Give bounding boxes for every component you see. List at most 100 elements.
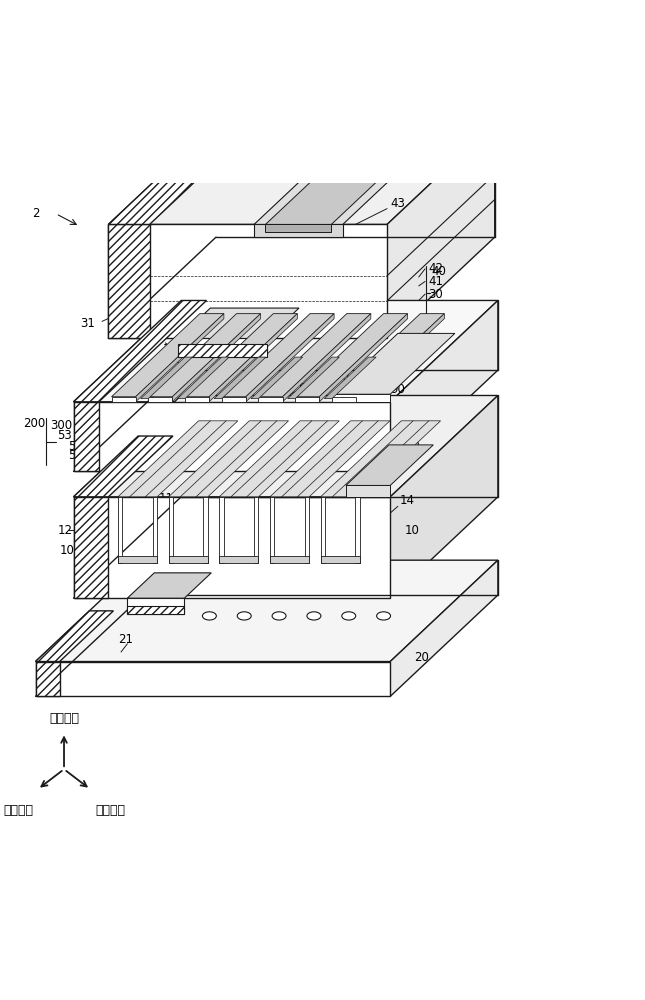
Polygon shape: [266, 224, 332, 232]
Polygon shape: [127, 606, 184, 614]
Polygon shape: [321, 497, 325, 563]
Polygon shape: [209, 314, 297, 402]
Polygon shape: [259, 397, 283, 402]
Polygon shape: [141, 357, 192, 399]
Polygon shape: [118, 497, 123, 563]
Text: 50: 50: [68, 449, 83, 462]
Text: 300: 300: [50, 419, 72, 432]
Polygon shape: [74, 300, 206, 402]
Polygon shape: [203, 497, 208, 563]
Polygon shape: [108, 123, 257, 224]
Polygon shape: [321, 556, 360, 563]
Polygon shape: [270, 421, 390, 497]
Polygon shape: [251, 357, 303, 399]
Polygon shape: [355, 497, 360, 563]
Polygon shape: [222, 314, 334, 397]
Polygon shape: [304, 497, 309, 563]
Polygon shape: [270, 497, 274, 563]
Text: 42: 42: [428, 262, 443, 275]
Text: 13: 13: [197, 582, 212, 595]
Polygon shape: [108, 123, 495, 224]
Polygon shape: [118, 556, 157, 563]
Ellipse shape: [342, 612, 355, 620]
Polygon shape: [332, 314, 444, 397]
Polygon shape: [127, 598, 184, 614]
Polygon shape: [387, 123, 495, 338]
Text: 55: 55: [405, 429, 419, 442]
Text: 60: 60: [299, 379, 313, 392]
Polygon shape: [214, 357, 266, 399]
Polygon shape: [127, 573, 212, 598]
Text: 2: 2: [32, 207, 40, 220]
Polygon shape: [283, 314, 371, 402]
Text: 11: 11: [159, 492, 174, 505]
Text: 40: 40: [432, 265, 446, 278]
Polygon shape: [178, 308, 299, 338]
Polygon shape: [108, 224, 150, 338]
Polygon shape: [74, 436, 173, 497]
Polygon shape: [168, 556, 208, 563]
Polygon shape: [112, 397, 135, 402]
Polygon shape: [74, 497, 108, 598]
Text: 200: 200: [23, 417, 45, 430]
Polygon shape: [333, 333, 455, 394]
Polygon shape: [153, 497, 157, 563]
Polygon shape: [324, 357, 376, 399]
Text: 21: 21: [118, 633, 133, 646]
Text: 30: 30: [428, 288, 443, 301]
Text: 10: 10: [405, 524, 420, 537]
Polygon shape: [172, 314, 261, 402]
Polygon shape: [185, 397, 209, 402]
Polygon shape: [321, 421, 441, 497]
Polygon shape: [390, 300, 498, 471]
Text: 第１方向: 第１方向: [3, 804, 33, 817]
Polygon shape: [259, 314, 371, 397]
Polygon shape: [254, 497, 259, 563]
Polygon shape: [390, 560, 498, 696]
Text: 41: 41: [428, 275, 443, 288]
Polygon shape: [295, 397, 319, 402]
Polygon shape: [118, 421, 238, 497]
Polygon shape: [246, 314, 334, 402]
Polygon shape: [333, 394, 390, 402]
Polygon shape: [74, 395, 498, 497]
Text: 43: 43: [390, 197, 405, 210]
Polygon shape: [35, 611, 114, 662]
Polygon shape: [295, 314, 408, 397]
Text: 53: 53: [57, 429, 72, 442]
Polygon shape: [219, 556, 259, 563]
Polygon shape: [178, 338, 267, 357]
Polygon shape: [74, 300, 498, 402]
Text: 55: 55: [68, 440, 83, 453]
Polygon shape: [135, 314, 224, 402]
Polygon shape: [168, 421, 288, 497]
Polygon shape: [148, 397, 172, 402]
Text: 第３方向: 第３方向: [49, 712, 79, 725]
Text: 300: 300: [327, 370, 349, 383]
Text: 第２方向: 第２方向: [95, 804, 125, 817]
Polygon shape: [74, 497, 390, 598]
Ellipse shape: [377, 612, 391, 620]
Polygon shape: [254, 224, 342, 237]
Polygon shape: [356, 314, 444, 402]
Polygon shape: [266, 151, 409, 224]
Polygon shape: [346, 485, 390, 497]
Ellipse shape: [307, 612, 321, 620]
Polygon shape: [390, 395, 498, 598]
Polygon shape: [35, 560, 498, 662]
Polygon shape: [219, 421, 339, 497]
Polygon shape: [35, 662, 59, 696]
Text: 90: 90: [390, 383, 405, 396]
Polygon shape: [222, 397, 246, 402]
Polygon shape: [74, 402, 99, 471]
Text: 50: 50: [405, 440, 419, 453]
Text: 32: 32: [165, 353, 180, 366]
Text: 100: 100: [59, 544, 82, 557]
Polygon shape: [185, 314, 297, 397]
Text: 20: 20: [414, 651, 429, 664]
Polygon shape: [108, 224, 387, 338]
Polygon shape: [254, 138, 434, 224]
Text: 33: 33: [162, 343, 177, 356]
Ellipse shape: [272, 612, 286, 620]
Polygon shape: [177, 357, 229, 399]
